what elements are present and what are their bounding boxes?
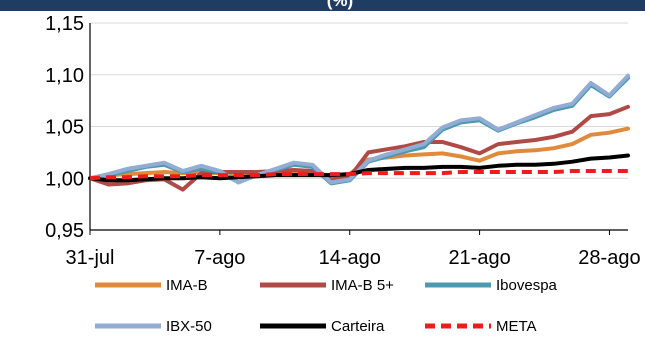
x-tick-label: 28-ago	[578, 247, 640, 269]
y-tick-label: 1,00	[45, 168, 84, 190]
y-tick-label: 1,05	[45, 117, 84, 139]
series-line-ibx-50	[88, 73, 630, 185]
legend-label: IMA-B	[166, 277, 208, 294]
title-bar	[0, 0, 645, 11]
y-tick-label: 1,15	[45, 13, 84, 35]
x-tick-label: 31-jul	[66, 247, 115, 269]
legend: IMA-B IMA-B 5+ Ibovespa IBX-50 Carteira META	[95, 277, 558, 335]
legend-label: META	[496, 318, 537, 335]
legend-label: Carteira	[331, 318, 385, 335]
series-layer	[88, 73, 630, 192]
series-line-meta	[89, 169, 628, 181]
chart-title: (%)	[327, 0, 353, 10]
legend-label: IBX-50	[166, 318, 212, 335]
legend-label: IMA-B 5+	[331, 277, 394, 294]
x-tick-label: 14-ago	[319, 247, 381, 269]
tick-labels: 0,95 1,00 1,05 1,10 1,15 31-jul 7-ago 14-ago 21-…	[45, 13, 641, 269]
legend-label: Ibovespa	[496, 277, 558, 294]
y-tick-label: 1,10	[45, 65, 84, 87]
axes	[89, 23, 628, 235]
grid	[90, 22, 628, 179]
x-tick-label: 21-ago	[448, 247, 510, 269]
x-tick-label: 7-ago	[194, 247, 245, 269]
y-tick-label: 0,95	[45, 220, 84, 242]
series-line-ima-b-5-	[88, 104, 630, 192]
